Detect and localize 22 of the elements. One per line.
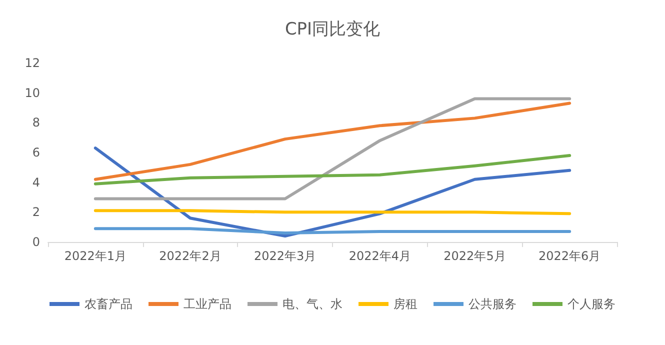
y-tick-label: 6 — [32, 146, 40, 160]
legend-label: 农畜产品 — [84, 297, 132, 311]
legend-label: 工业产品 — [184, 297, 232, 311]
x-tick-label: 2022年4月 — [348, 249, 412, 263]
x-tick-label: 2022年1月 — [64, 249, 127, 263]
y-tick-label: 12 — [24, 56, 40, 70]
legend-label: 电、气、水 — [282, 297, 342, 311]
y-tick-label: 0 — [32, 235, 40, 249]
legend-label: 房租 — [394, 297, 418, 311]
y-tick-label: 4 — [32, 175, 40, 190]
legend-label: 公共服务 — [468, 297, 516, 311]
legend-label: 个人服务 — [568, 297, 616, 311]
line-series — [94, 102, 572, 181]
chart-title: CPI同比变化 — [284, 20, 380, 40]
x-tick-label: 2022年6月 — [538, 249, 601, 263]
x-tick-label: 2022年3月 — [254, 249, 316, 263]
line-series — [94, 154, 572, 186]
y-tick-label: 8 — [32, 116, 40, 130]
x-tick-label: 2022年5月 — [444, 249, 506, 263]
x-tick-label: 2022年2月 — [159, 249, 222, 263]
y-tick-label: 10 — [24, 86, 40, 100]
y-tick-label: 2 — [32, 205, 40, 220]
